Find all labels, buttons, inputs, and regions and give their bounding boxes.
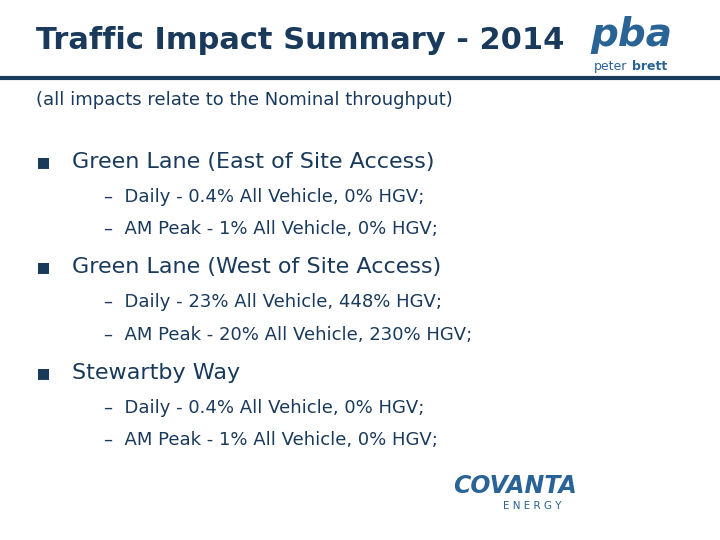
Text: –  AM Peak - 20% All Vehicle, 230% HGV;: – AM Peak - 20% All Vehicle, 230% HGV; [104,326,472,344]
Text: E N E R G Y: E N E R G Y [503,501,561,511]
Text: –  Daily - 0.4% All Vehicle, 0% HGV;: – Daily - 0.4% All Vehicle, 0% HGV; [104,188,425,206]
Text: –  AM Peak - 1% All Vehicle, 0% HGV;: – AM Peak - 1% All Vehicle, 0% HGV; [104,220,438,239]
Text: Green Lane (East of Site Access): Green Lane (East of Site Access) [72,152,434,172]
Text: –  Daily - 23% All Vehicle, 448% HGV;: – Daily - 23% All Vehicle, 448% HGV; [104,293,442,312]
Text: pba: pba [590,16,672,54]
Text: Green Lane (West of Site Access): Green Lane (West of Site Access) [72,257,441,278]
Text: ▪: ▪ [36,362,51,383]
Text: peter: peter [594,60,627,73]
Text: ▪: ▪ [36,257,51,278]
Text: ▪: ▪ [36,152,51,172]
Text: brett: brett [632,60,667,73]
Text: –  AM Peak - 1% All Vehicle, 0% HGV;: – AM Peak - 1% All Vehicle, 0% HGV; [104,431,438,449]
Text: Traffic Impact Summary - 2014: Traffic Impact Summary - 2014 [36,26,564,55]
Text: Stewartby Way: Stewartby Way [72,362,240,383]
Text: COVANTA: COVANTA [454,474,577,498]
Text: (all impacts relate to the Nominal throughput): (all impacts relate to the Nominal throu… [36,91,453,109]
Text: –  Daily - 0.4% All Vehicle, 0% HGV;: – Daily - 0.4% All Vehicle, 0% HGV; [104,399,425,417]
